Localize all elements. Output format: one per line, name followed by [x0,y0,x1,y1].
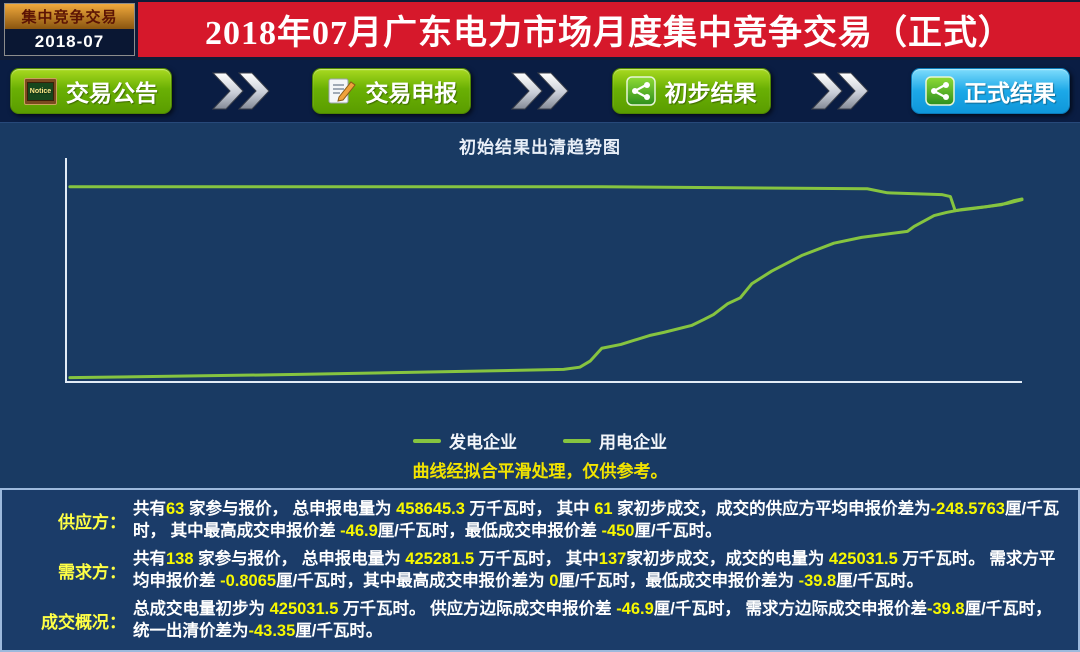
deal-overview-text: 总成交电量初步为 425031.5 万千瓦时。 供应方边际成交申报价差 -46.… [133,600,1052,640]
notice-board-icon: Notice [24,77,57,105]
nav-button-label: 正式结果 [963,80,1056,106]
nav-button-trade-notice[interactable]: Notice 交易公告 [10,68,172,114]
legend-line-swatch [563,438,591,443]
deal-overview-row: 成交概况： 总成交电量初步为 425031.5 万千瓦时。 供应方边际成交申报价… [2,598,1070,642]
nav-button-official-result[interactable]: 正式结果 [910,68,1070,114]
trend-lines [67,158,1022,381]
period-badge: 集中竞争交易 2018-07 [4,3,135,56]
deal-overview-label: 成交概况： [41,612,126,632]
double-chevron-right-icon [810,72,869,110]
legend-item-consumption[interactable]: 用电企业 [563,428,667,453]
legend-label: 用电企业 [599,433,667,452]
double-chevron-right-icon [211,72,270,110]
demand-side-label: 需求方： [58,562,126,582]
page-title: 2018年07月广东电力市场月度集中竞争交易（正式） [205,15,1013,52]
clearing-trend-chart-panel: 初始结果出清趋势图 发电企业 用电企业 曲线经拟合平滑处理，仅供参考。 [0,122,1080,488]
legend-line-swatch [413,438,441,443]
nav-button-label: 初步结果 [664,80,757,106]
series-generation-line [70,200,1022,378]
title-bar: 2018年07月广东电力市场月度集中竞争交易（正式） [138,2,1080,57]
header: 集中竞争交易 2018-07 2018年07月广东电力市场月度集中竞争交易（正式… [0,0,1080,60]
badge-title: 集中竞争交易 [5,4,134,29]
nav-button-label: 交易公告 [66,80,158,106]
result-summary-panel: 供应方： 共有63 家参与报价， 总申报电量为 458645.3 万千瓦时， 其… [0,488,1080,652]
workflow-nav: Notice 交易公告 交易申报 [0,60,1080,122]
nav-button-preliminary-result[interactable]: 初步结果 [611,68,771,114]
chart-title: 初始结果出清趋势图 [459,138,621,157]
supply-side-label: 供应方： [58,512,126,532]
double-chevron-right-icon [511,72,570,110]
badge-period: 2018-07 [5,29,134,55]
legend-item-generation[interactable]: 发电企业 [413,428,517,453]
supply-side-text: 共有63 家参与报价， 总申报电量为 458645.3 万千瓦时， 其中 61 … [133,500,1060,540]
nav-button-trade-declare[interactable]: 交易申报 [312,68,472,114]
chart-disclaimer-note: 曲线经拟合平滑处理，仅供参考。 [412,462,668,481]
legend-label: 发电企业 [449,433,517,452]
chart-plot-area [65,158,1022,383]
share-network-icon [625,76,656,106]
nav-button-label: 交易申报 [365,80,458,106]
share-network-icon [925,76,955,106]
demand-side-text: 共有138 家参与报价， 总申报电量为 425281.5 万千瓦时， 其中137… [133,550,1056,590]
series-consumption-line [70,187,1022,211]
chart-legend: 发电企业 用电企业 [0,428,1080,453]
supply-side-row: 供应方： 共有63 家参与报价， 总申报电量为 458645.3 万千瓦时， 其… [2,498,1070,542]
demand-side-row: 需求方： 共有138 家参与报价， 总申报电量为 425281.5 万千瓦时， … [2,548,1070,592]
document-pencil-icon [328,78,357,104]
